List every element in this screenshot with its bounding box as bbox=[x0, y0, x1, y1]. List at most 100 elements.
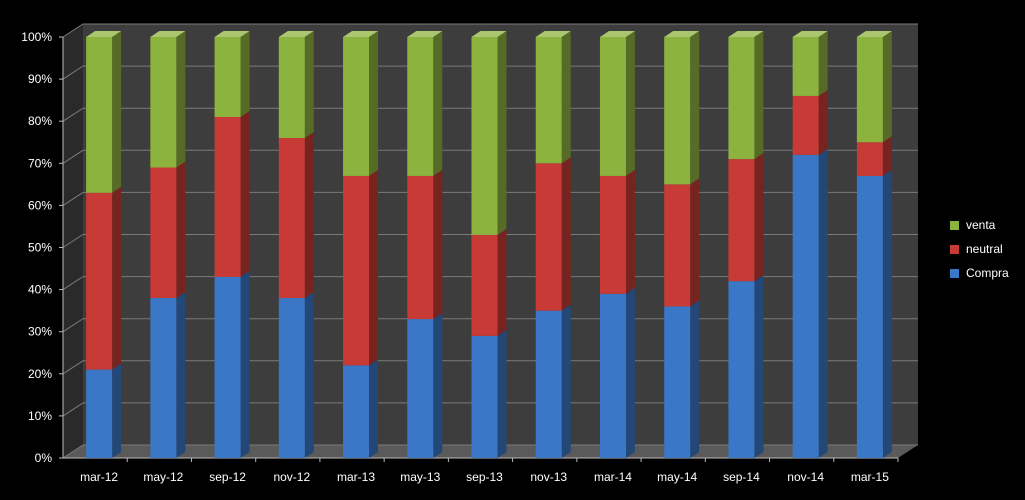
bar-venta bbox=[599, 37, 626, 176]
bar-side-compra bbox=[690, 300, 700, 458]
bar-top-venta bbox=[664, 31, 700, 37]
bar-side-venta bbox=[433, 31, 443, 176]
bar-compra bbox=[599, 293, 626, 458]
gridline bbox=[62, 149, 918, 164]
bar-top-venta bbox=[728, 31, 764, 37]
bar-neutral bbox=[664, 184, 691, 307]
bar-side-neutral bbox=[433, 169, 443, 320]
bar-side-neutral bbox=[690, 178, 700, 307]
y-tick-label: 20% bbox=[28, 367, 52, 381]
bar-side-compra bbox=[818, 148, 828, 458]
bar-venta bbox=[792, 37, 819, 96]
bar-side-venta bbox=[690, 31, 700, 185]
bar-venta bbox=[343, 37, 370, 176]
bar-side-neutral bbox=[882, 136, 892, 176]
bar-venta bbox=[214, 37, 241, 117]
legend-swatch bbox=[950, 268, 959, 278]
x-tick-label: mar-15 bbox=[851, 470, 889, 484]
y-tick-label: 10% bbox=[28, 409, 52, 423]
bar-side-compra bbox=[497, 329, 507, 458]
bar-neutral bbox=[792, 95, 819, 155]
bar-top-venta bbox=[278, 31, 314, 37]
bar-venta bbox=[664, 37, 691, 185]
bar-side-compra bbox=[625, 287, 635, 458]
y-tick-label: 50% bbox=[28, 241, 52, 255]
bar-side-venta bbox=[240, 31, 250, 117]
gridline bbox=[62, 444, 918, 459]
x-tick-label: sep-12 bbox=[209, 470, 246, 484]
bar-side-neutral bbox=[240, 110, 250, 277]
bar-side-venta bbox=[818, 31, 828, 96]
x-tick-label: may-13 bbox=[400, 470, 440, 484]
bar-neutral bbox=[599, 175, 626, 294]
bar-top-venta bbox=[856, 31, 892, 37]
bar-compra bbox=[535, 310, 562, 458]
bar-compra bbox=[214, 276, 241, 458]
legend: venta neutral Compra bbox=[950, 213, 1009, 285]
bar-side-venta bbox=[176, 31, 186, 168]
bar-neutral bbox=[535, 163, 562, 311]
bar-neutral bbox=[407, 175, 434, 320]
bar-side-compra bbox=[304, 292, 314, 458]
bar-compra bbox=[86, 369, 113, 458]
bar-side-venta bbox=[625, 31, 635, 176]
y-tick-label: 40% bbox=[28, 283, 52, 297]
x-tick-label: sep-13 bbox=[466, 470, 503, 484]
bar-compra bbox=[664, 306, 691, 458]
bar-side-venta bbox=[497, 31, 507, 235]
y-tick-label: 80% bbox=[28, 114, 52, 128]
bar-top-venta bbox=[214, 31, 250, 37]
bar-top-venta bbox=[471, 31, 507, 37]
bar-compra bbox=[278, 298, 305, 458]
bar-top-venta bbox=[343, 31, 379, 37]
bar-side-neutral bbox=[497, 228, 507, 336]
gridline bbox=[62, 276, 918, 291]
legend-swatch bbox=[950, 220, 959, 230]
bar-top-venta bbox=[599, 31, 635, 37]
bar-venta bbox=[407, 37, 434, 176]
bar-compra bbox=[856, 175, 883, 458]
bar-neutral bbox=[214, 116, 241, 277]
gridline bbox=[62, 318, 918, 333]
legend-swatch bbox=[950, 244, 959, 254]
x-tick-label: mar-14 bbox=[594, 470, 632, 484]
x-tick-label: nov-14 bbox=[787, 470, 824, 484]
bar-top-venta bbox=[150, 31, 186, 37]
bar-side-compra bbox=[882, 169, 892, 458]
x-tick-label: may-14 bbox=[657, 470, 697, 484]
legend-label: neutral bbox=[966, 242, 1003, 256]
bar-venta bbox=[86, 37, 113, 193]
y-tick-label: 0% bbox=[35, 451, 53, 465]
bar-side-compra bbox=[176, 292, 186, 458]
bar-neutral bbox=[856, 142, 883, 176]
legend-item-venta: venta bbox=[950, 213, 1009, 237]
bar-side-venta bbox=[754, 31, 764, 160]
gridline bbox=[62, 360, 918, 375]
legend-label: venta bbox=[966, 218, 996, 232]
y-tick-label: 90% bbox=[28, 72, 52, 86]
bar-side-compra bbox=[561, 304, 571, 458]
bar-neutral bbox=[278, 138, 305, 299]
bar-side-neutral bbox=[112, 186, 122, 370]
bar-side-venta bbox=[369, 31, 379, 176]
x-tick-label: nov-12 bbox=[273, 470, 310, 484]
bar-compra bbox=[407, 319, 434, 458]
bar-side-compra bbox=[240, 270, 250, 458]
x-tick-label: may-12 bbox=[143, 470, 183, 484]
bar-compra bbox=[728, 281, 755, 458]
bar-neutral bbox=[471, 234, 498, 336]
bar-venta bbox=[150, 37, 177, 168]
bar-venta bbox=[856, 37, 883, 143]
y-tick-label: 30% bbox=[28, 325, 52, 339]
legend-label: Compra bbox=[966, 266, 1009, 280]
y-tick-label: 60% bbox=[28, 198, 52, 212]
bar-compra bbox=[471, 335, 498, 458]
bar-top-venta bbox=[407, 31, 443, 37]
bar-side-venta bbox=[882, 31, 892, 143]
bar-side-compra bbox=[369, 359, 379, 458]
x-tick-label: mar-12 bbox=[80, 470, 118, 484]
bar-side-neutral bbox=[625, 169, 635, 294]
legend-item-compra: Compra bbox=[950, 261, 1009, 285]
